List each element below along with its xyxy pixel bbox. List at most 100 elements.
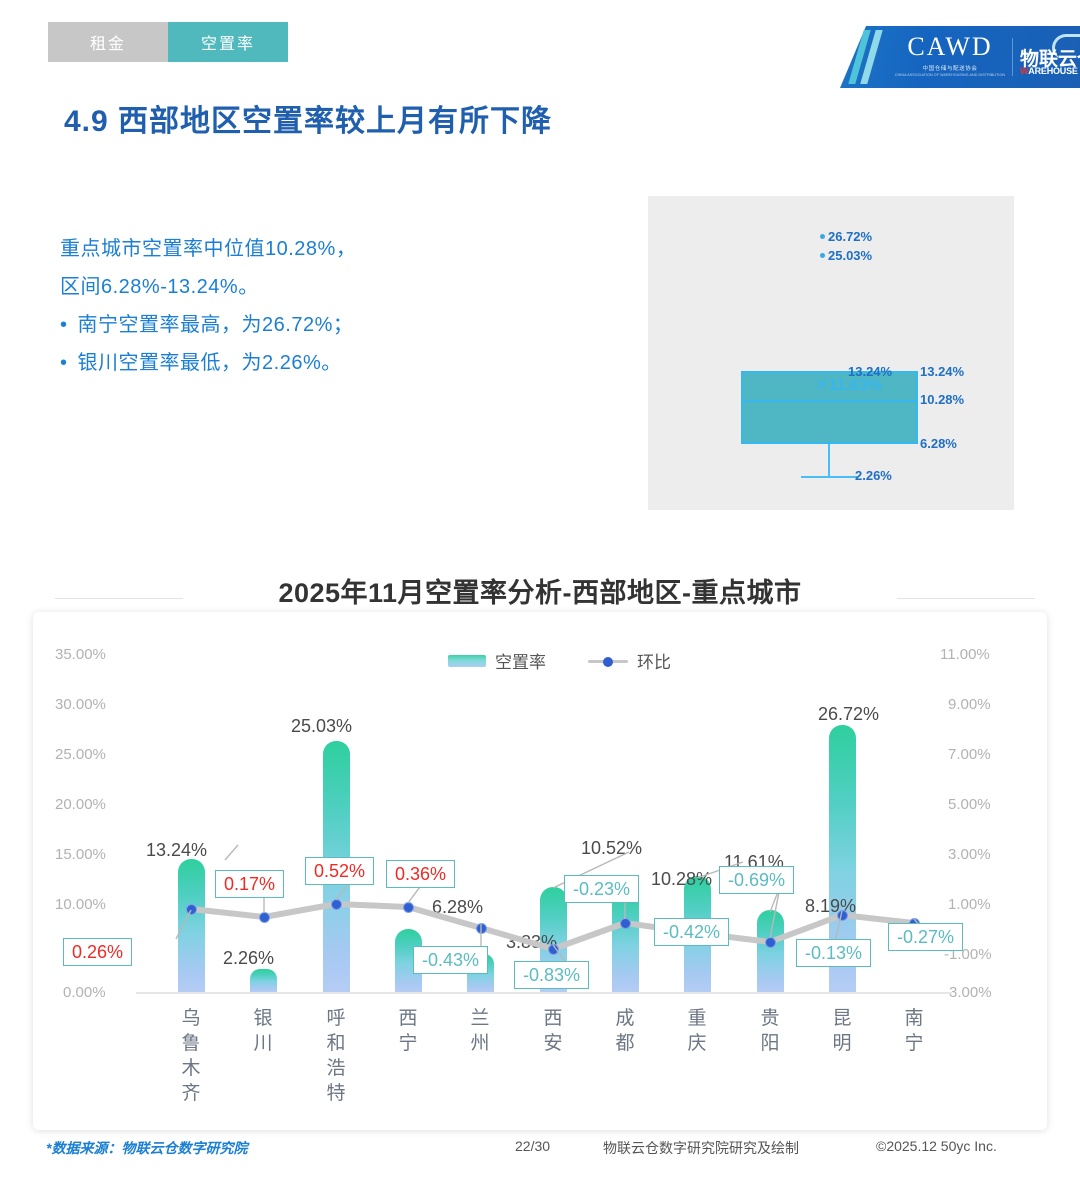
boxplot-median-label: 10.28% (920, 392, 965, 407)
bar-label-chengdu: 10.28% (651, 869, 713, 889)
bar-label-huhehaote: 25.03% (291, 716, 353, 736)
y-right-tick-3: 5.00% (948, 796, 991, 813)
summary-bullet-1: 南宁空置率最高，为26.72%； (60, 306, 530, 344)
y-right-tick-1: 9.00% (948, 696, 991, 713)
y-right-tick-7: -3.00% (944, 984, 992, 1001)
callout-mom-lanzhou[interactable]: -0.43% (413, 946, 489, 974)
tab-rent[interactable]: 租金 (48, 22, 168, 62)
boxplot-q3-label: 13.24% (920, 364, 965, 379)
tab-bar: 租金 空置率 (48, 22, 288, 62)
boxplot-max-label: 13.24% (848, 364, 893, 379)
chart-title-container: 2025年11月空置率分析-西部地区-重点城市 (183, 570, 897, 610)
callout-mom-huhehaote[interactable]: 0.52% (305, 857, 375, 885)
summary-line-1: 重点城市空置率中位值10.28%， (60, 238, 357, 260)
y-right-tick-5: 1.00% (948, 896, 991, 913)
logo-divider (1012, 38, 1013, 76)
legend-label-vacancy: 空置率 (495, 653, 546, 672)
y-left-tick-4: 15.00% (55, 846, 106, 863)
callout-mom-wulumuqi[interactable]: 0.26% (63, 938, 133, 966)
cawd-en-name: CHINA ASSOCIATION OF WAREHOUSING AND DIS… (894, 73, 1006, 77)
callout-mom-yinchuan[interactable]: 0.17% (215, 870, 285, 898)
cawd-abbr: CAWD (907, 32, 993, 61)
x-label-xining: 西宁 (398, 1008, 418, 1054)
y-left-tick-3: 20.00% (55, 796, 106, 813)
page-title: 4.9 西部地区空置率较上月有所下降 (64, 105, 553, 138)
wic-en-w: W (1020, 66, 1029, 76)
x-label-chengdu: 成都 (615, 1008, 635, 1054)
boxplot-mean-marker: ✕11.63% (815, 377, 882, 394)
legend-item-mom[interactable]: 环比 (588, 648, 671, 673)
x-label-guiyang: 贵阳 (760, 1008, 780, 1054)
mom-marker-guiyang[interactable] (765, 937, 776, 948)
footer-credit: 物联云仓数字研究院研究及绘制 (603, 1140, 799, 1156)
callout-mom-xining[interactable]: 0.36% (386, 860, 456, 888)
wic-cn-name: 物联云仓 (1020, 49, 1080, 70)
mom-marker-lanzhou[interactable] (476, 923, 487, 934)
callout-mom-kunming[interactable]: -0.13% (796, 939, 872, 967)
bar-label-kunming: 26.72% (818, 704, 880, 724)
callout-mom-nanning[interactable]: -0.27% (888, 923, 964, 951)
boxplot-q1-label: 6.28% (920, 436, 957, 451)
mom-marker-chengdu[interactable] (620, 918, 631, 929)
mom-marker-kunming[interactable] (837, 910, 848, 921)
boxplot-min-label: 2.26% (855, 468, 892, 483)
mom-marker-xian[interactable] (548, 944, 559, 955)
wic-en-name: WAREHOUSE IN CLOUD (1020, 66, 1080, 76)
boxplot-mean-label: 11.63% (828, 377, 882, 394)
callout-mom-xian[interactable]: -0.83% (514, 961, 590, 989)
chart-plot-area: 空置率 环比 35.00% 30.00% 25.00% 20.00% 15.00… (33, 612, 1047, 1130)
bar-label-yinchuan: 2.26% (223, 948, 275, 968)
y-right-tick-2: 7.00% (948, 746, 991, 763)
callout-mom-guiyang[interactable]: -0.69% (719, 866, 795, 894)
cloud-icon (1052, 34, 1080, 58)
bar-wulumuqi[interactable] (178, 859, 205, 992)
summary-text-block: 重点城市空置率中位值10.28%， 区间6.28%-13.24%。 南宁空置率最… (60, 230, 530, 382)
y-left-tick-7: 0.00% (63, 984, 106, 1001)
mom-marker-huhehaote[interactable] (331, 899, 342, 910)
y-left-tick-1: 30.00% (55, 696, 106, 713)
footer-page-number: 22/30 (515, 1138, 551, 1154)
footer-data-source: *数据来源：物联云仓数字研究院 (46, 1140, 248, 1156)
mom-marker-yinchuan[interactable] (259, 912, 270, 923)
x-label-chongqing: 重庆 (687, 1008, 707, 1054)
y-right-tick-4: 3.00% (948, 846, 991, 863)
bar-label-xining: 6.28% (432, 897, 484, 917)
callout-mom-chengdu[interactable]: -0.23% (564, 875, 640, 903)
x-label-nanning: 南宁 (904, 1008, 924, 1054)
bar-label-wulumuqi: 13.24% (146, 840, 208, 860)
logo-banner: CAWD 中国仓储与配送协会 CHINA ASSOCIATION OF WARE… (840, 26, 1080, 88)
x-label-huhehaote: 呼和浩特 (326, 1008, 346, 1104)
footer-copyright: ©2025.12 50yc Inc. (876, 1138, 997, 1154)
legend-line-icon (588, 656, 628, 667)
boxplot-lower-whisker (828, 444, 830, 477)
mom-marker-wulumuqi[interactable] (186, 904, 197, 915)
summary-line-2: 区间6.28%-13.24%。 (60, 276, 259, 298)
cawd-logo: CAWD 中国仓储与配送协会 CHINA ASSOCIATION OF WARE… (894, 32, 1006, 77)
boxplot-outlier-1: 26.72% (820, 229, 872, 244)
y-right-tick-0: 11.00% (940, 646, 990, 663)
mom-marker-xining[interactable] (403, 902, 414, 913)
x-label-yinchuan: 银川 (253, 1008, 273, 1054)
legend-item-vacancy[interactable]: 空置率 (448, 648, 546, 673)
bar-guiyang[interactable] (757, 910, 784, 992)
y-left-tick-0: 35.00% (55, 646, 106, 663)
y-left-tick-5: 10.00% (55, 896, 106, 913)
callout-mom-chongqing[interactable]: -0.42% (654, 918, 730, 946)
bar-yinchuan[interactable] (250, 969, 277, 992)
x-axis-line (136, 992, 952, 994)
bar-label-xian: 10.52% (581, 838, 643, 858)
slash-icon (848, 30, 894, 84)
boxplot-outlier-2: 25.03% (820, 248, 872, 263)
x-label-lanzhou: 兰州 (470, 1008, 490, 1054)
summary-bullet-2: 银川空置率最低，为2.26%。 (60, 344, 530, 382)
legend-label-mom: 环比 (637, 653, 671, 672)
tab-vacancy-rate[interactable]: 空置率 (168, 22, 288, 62)
chart-card: 空置率 环比 35.00% 30.00% 25.00% 20.00% 15.00… (33, 612, 1047, 1130)
bar-chengdu[interactable] (612, 889, 639, 992)
boxplot-box (741, 371, 918, 444)
box-plot: 26.72% 25.03% 13.24% ✕11.63% 13.24% 10.2… (648, 196, 1014, 510)
wic-en-1: AREHOUSE (1028, 66, 1080, 76)
boxplot-lower-cap (801, 476, 857, 478)
x-label-wulumuqi: 乌鲁木齐 (181, 1008, 201, 1104)
